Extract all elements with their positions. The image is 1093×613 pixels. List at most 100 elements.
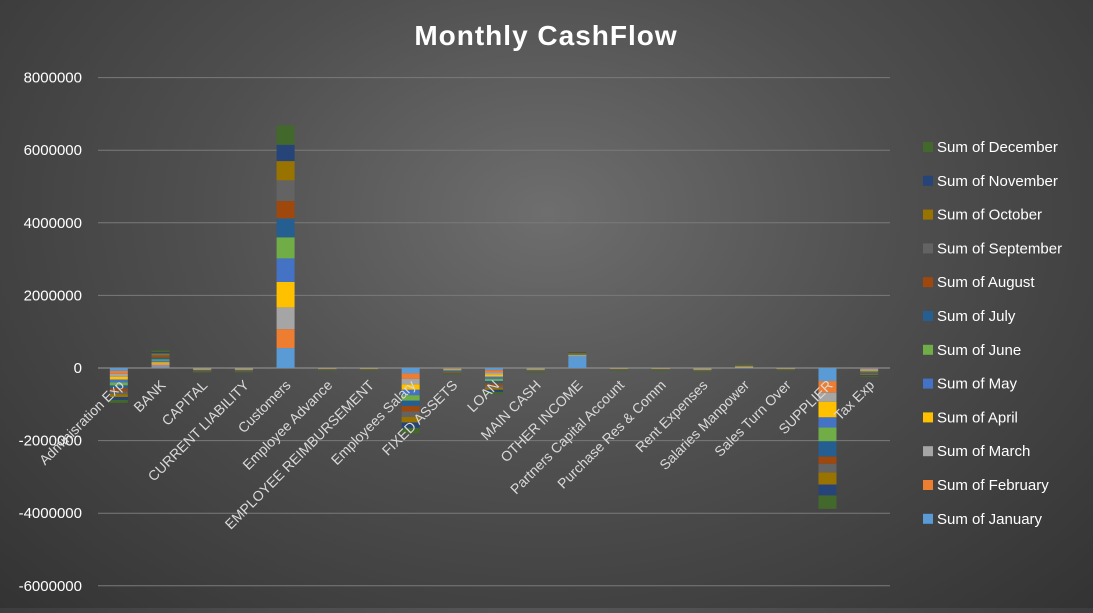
bar-segment [735,366,754,367]
x-tick-label: Tax Exp [831,377,878,424]
bar-segment [193,370,212,371]
bar-segment [443,368,462,369]
legend-swatch [923,175,933,186]
bar-segment [818,401,837,418]
bar-segment [526,371,545,373]
bar-segment [485,372,503,375]
bar-segment [401,384,420,390]
bars [109,125,879,509]
bar-segment [401,406,420,412]
bar-segment [109,385,128,389]
legend-swatch [923,480,933,490]
bar-segment [818,441,837,457]
bar-segment [568,352,587,353]
bar-segment [568,355,587,356]
bar-segment [693,369,712,371]
legend-swatch [923,311,933,321]
bar-segment [860,375,879,376]
bar-segment [151,354,170,357]
legend-label: Sum of January [937,511,1043,528]
bar-segment [193,370,212,372]
bar-segment [151,357,170,360]
y-tick-label: -2000000 [19,433,82,450]
legend-label: Sum of November [937,173,1058,190]
bar-segment [443,373,462,375]
bar-segment [109,368,128,371]
bar-segment [401,368,420,374]
bar-segment [693,371,712,373]
bar-segment [276,281,295,308]
legend-swatch [923,243,933,254]
legend-swatch [923,412,933,423]
gridlines [98,77,890,587]
legend-swatch [923,446,933,457]
bar-segment [860,374,879,376]
bar-segment [359,369,378,371]
bar-segment [526,370,545,372]
bar-segment [109,397,128,400]
bar-segment [818,417,837,428]
bar-segment [276,348,295,368]
bar-segment [193,371,212,373]
bar-segment [818,392,837,402]
bar-segment [276,201,295,219]
bar-segment [735,363,754,365]
bar-segment [860,369,879,371]
bar-segment [568,353,587,354]
bar-segment [234,368,253,369]
bar-segment [234,368,253,369]
bar-segment [443,370,462,371]
legend-label: Sum of March [937,443,1030,460]
x-tick-label: Rent Expenses [632,377,710,455]
bar-segment [526,371,545,373]
bar-segment [568,354,587,356]
bar-segment [234,369,253,371]
bar-segment [818,472,837,485]
bar-segment [526,369,545,370]
y-tick-label: -4000000 [19,505,82,522]
bar-segment [860,373,879,374]
bar-segment [526,370,545,371]
bar-segment [276,218,295,238]
bar-segment [485,368,503,371]
bar-segment [735,364,754,365]
bar-segment [193,368,212,370]
y-tick-label: 0 [74,360,82,377]
bar-segment [151,365,170,367]
bar-segment [735,364,754,365]
bar-segment [568,356,587,368]
bar-segment [818,427,837,442]
bar-segment [401,378,420,385]
bar-segment [485,381,503,384]
bar-segment [234,370,253,371]
bar-segment [485,378,503,382]
bar-segment [151,352,170,354]
bar-segment [151,360,170,363]
bar-segment [568,354,587,355]
bar-segment [109,373,128,377]
chart-title: Monthly CashFlow [414,20,677,51]
bar-segment [860,372,879,374]
bar-segment [234,371,253,372]
bar-segment [485,376,503,379]
legend-label: Sum of September [937,240,1062,257]
bar-segment [151,350,170,353]
bar-segment [693,368,712,370]
bar-segment [860,375,879,377]
bar-segment [860,373,879,375]
bar-segment [860,370,879,371]
y-tick-label: 4000000 [24,215,82,232]
bar-segment [193,371,212,373]
bar-segment [193,370,212,372]
bar-segment [276,125,295,145]
x-tick-label: BANK [130,376,169,415]
bar-segment [735,365,754,367]
bar-segment [234,370,253,372]
bar-segment [818,381,837,393]
bar-segment [526,369,545,371]
bar-segment [193,371,212,372]
bar-segment [568,355,587,357]
bar-segment [818,463,837,473]
bar-segment [818,495,837,509]
bar-segment [735,367,754,369]
